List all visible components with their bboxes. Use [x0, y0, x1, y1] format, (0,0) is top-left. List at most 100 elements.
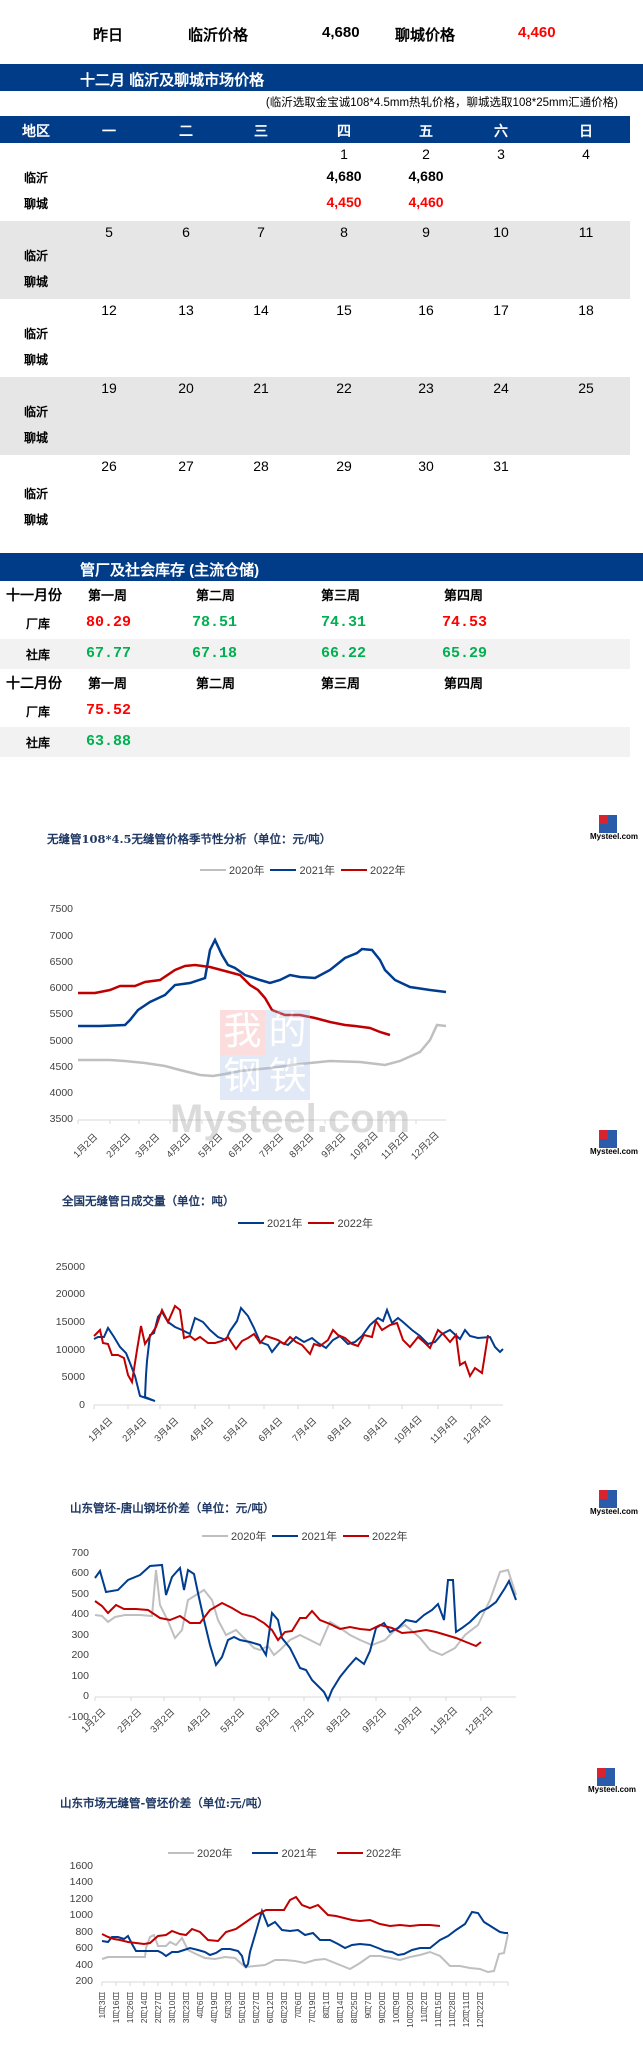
- chart1-title: 无缝管108*4.5无缝管价格季节性分析（单位：元/吨）: [47, 832, 332, 846]
- inventory-social-row: 社库 63.88: [0, 727, 630, 757]
- day-cell: 14: [253, 302, 269, 318]
- header-thu: 四: [337, 123, 351, 139]
- month-label: 十二月份: [6, 676, 62, 692]
- city-linyi: 临沂: [24, 249, 49, 263]
- social-value: 67.77: [86, 645, 132, 662]
- yesterday-label: 昨日: [93, 27, 124, 44]
- inventory-month-row: 十一月份 第一周 第二周 第三周 第四周: [0, 581, 630, 607]
- inventory-title: 管厂及社会库存 (主流仓储): [80, 562, 260, 579]
- mysteel-logo: Mysteel.com: [590, 1490, 638, 1522]
- calendar-week-5: 26 27 28 29 30 31 临沂 聊城: [0, 455, 630, 553]
- week-header: 第四周: [444, 677, 484, 692]
- linyi-price-value: 4,680: [322, 24, 360, 41]
- chart2-legend: 2021年 2022年: [238, 1215, 373, 1231]
- day-cell: 18: [578, 302, 594, 318]
- header-tue: 二: [179, 123, 193, 139]
- calendar-title-band: 十二月 临沂及聊城市场价格: [0, 64, 643, 91]
- factory-label: 厂库: [26, 705, 51, 719]
- day-cell: 6: [182, 224, 190, 240]
- mysteel-logo: Mysteel.com: [588, 1768, 636, 1800]
- day-cell: 15: [336, 302, 352, 318]
- header-wed: 三: [254, 123, 268, 139]
- factory-value: 75.52: [86, 702, 132, 719]
- chart3-legend: 2020年 2021年 2022年: [202, 1528, 407, 1544]
- day-cell: 16: [418, 302, 434, 318]
- day-cell: 28: [253, 458, 269, 474]
- city-liaocheng: 聊城: [24, 513, 49, 527]
- social-label: 社库: [26, 736, 51, 750]
- linyi-price: 4,680: [326, 168, 362, 184]
- day-cell: 30: [418, 458, 434, 474]
- day-cell: 7: [257, 224, 265, 240]
- mysteel-logo: Mysteel.com: [590, 1130, 638, 1162]
- yesterday-summary: 昨日 临沂价格 4,680 聊城价格 4,460: [0, 14, 643, 50]
- day-cell: 9: [422, 224, 430, 240]
- calendar-week-1: 1 2 3 4 临沂 聊城 4,680 4,680 4,450 4,460: [0, 143, 630, 221]
- day-cell: 27: [178, 458, 194, 474]
- week-header: 第一周: [88, 677, 128, 692]
- day-cell: 11: [578, 224, 594, 240]
- week-header: 第一周: [88, 589, 128, 604]
- factory-value: 78.51: [192, 614, 238, 631]
- inventory-factory-row: 厂库 75.52: [0, 695, 630, 727]
- calendar-week-3: 12 13 14 15 16 17 18 临沂 聊城: [0, 299, 630, 377]
- day-cell: 19: [101, 380, 117, 396]
- calendar-note: (临沂选取金宝诚108*4.5mm热轧价格，聊城选取108*25mm汇通价格): [265, 97, 618, 109]
- liaocheng-price-label: 聊城价格: [395, 27, 456, 44]
- chart4-title: 山东市场无缝管-管坯价差（单位:元/吨）: [60, 1796, 269, 1810]
- social-value: 67.18: [192, 645, 238, 662]
- day-cell: 4: [582, 146, 590, 162]
- calendar-week-2: 5 6 7 8 9 10 11 临沂 聊城: [0, 221, 630, 299]
- day-cell: 13: [178, 302, 194, 318]
- day-cell: 29: [336, 458, 352, 474]
- social-value: 63.88: [86, 733, 132, 750]
- day-cell: 5: [105, 224, 113, 240]
- social-value: 66.22: [321, 645, 367, 662]
- inventory-social-row: 社库 67.77 67.18 66.22 65.29: [0, 639, 630, 669]
- factory-value: 74.31: [321, 614, 367, 631]
- week-header: 第四周: [444, 589, 484, 604]
- mysteel-logo: Mysteel.com: [590, 815, 638, 847]
- week-header: 第三周: [321, 589, 361, 604]
- header-fri: 五: [419, 123, 433, 139]
- day-cell: 23: [418, 380, 434, 396]
- liaocheng-price: 4,450: [326, 194, 362, 210]
- day-cell: 22: [336, 380, 352, 396]
- week-header: 第二周: [196, 677, 236, 692]
- city-linyi: 临沂: [24, 405, 49, 419]
- week-header: 第二周: [196, 589, 236, 604]
- city-liaocheng: 聊城: [24, 431, 49, 445]
- chart3-title: 山东管坯-唐山钢坯价差（单位：元/吨）: [70, 1501, 275, 1515]
- day-cell: 24: [493, 380, 509, 396]
- liaocheng-price-value: 4,460: [518, 24, 556, 41]
- chart4-legend: 2020年 2021年 2022年: [168, 1845, 401, 1861]
- chart4-x-axis: 1月3日 1月16日 1月26日 2月14日 2月27日 3月10日 3月23日…: [97, 1992, 485, 2028]
- city-liaocheng: 聊城: [24, 197, 49, 211]
- day-cell: 2: [422, 146, 430, 162]
- header-sun: 日: [579, 123, 593, 139]
- factory-value: 80.29: [86, 614, 132, 631]
- day-cell: 3: [497, 146, 505, 162]
- inventory-month-row: 十二月份 第一周 第二周 第三周 第四周: [0, 669, 630, 695]
- calendar-title: 十二月 临沂及聊城市场价格: [80, 72, 265, 89]
- calendar-week-4: 19 20 21 22 23 24 25 临沂 聊城: [0, 377, 630, 455]
- city-liaocheng: 聊城: [24, 353, 49, 367]
- day-cell: 20: [178, 380, 194, 396]
- social-value: 65.29: [442, 645, 488, 662]
- day-cell: 31: [493, 458, 509, 474]
- header-mon: 一: [102, 123, 116, 139]
- linyi-price-label: 临沂价格: [188, 27, 249, 44]
- factory-label: 厂库: [26, 617, 51, 631]
- chart2-title: 全国无缝管日成交量（单位：吨）: [62, 1194, 235, 1208]
- day-cell: 1: [340, 146, 348, 162]
- day-cell: 12: [101, 302, 117, 318]
- city-linyi: 临沂: [24, 487, 49, 501]
- chart1-legend: 2020年 2021年 2022年: [200, 862, 405, 878]
- calendar-header: 地区 一 二 三 四 五 六 日: [0, 116, 630, 143]
- city-liaocheng: 聊城: [24, 275, 49, 289]
- liaocheng-price: 4,460: [408, 194, 444, 210]
